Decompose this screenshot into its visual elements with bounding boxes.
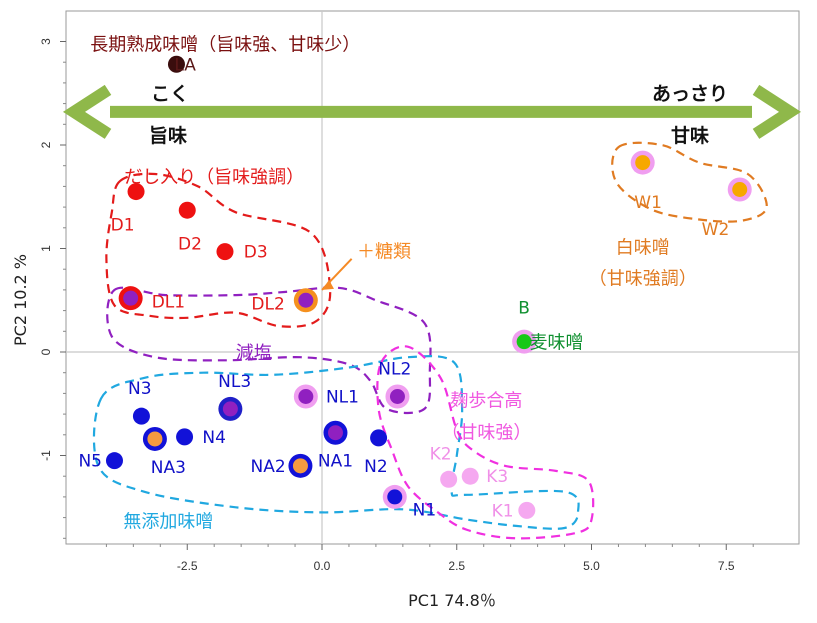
point-n4 — [176, 428, 194, 446]
y-axis-title: PC2 10.2 % — [11, 254, 30, 346]
point-label-d2: D2 — [178, 234, 202, 254]
y-tick-label: -1 — [39, 450, 53, 461]
arrow-label-amami: 甘味 — [671, 125, 709, 147]
y-tick-label: 2 — [39, 141, 53, 148]
arrow-right-head — [752, 84, 802, 139]
point-label-na2: NA2 — [251, 457, 286, 477]
point-w1 — [635, 155, 651, 171]
point-dl1 — [123, 290, 139, 306]
point-label-dl2: DL2 — [251, 294, 284, 314]
x-tick-label: -2.5 — [177, 559, 198, 573]
annotation-1: だし入り（旨味強調） — [124, 167, 304, 188]
point-label-d1: D1 — [111, 216, 135, 236]
point-label-k1: K1 — [492, 501, 514, 521]
point-na1 — [327, 425, 343, 441]
x-tick-label: 2.5 — [448, 559, 465, 573]
annotation-7: 麹歩合高 — [450, 391, 522, 412]
group-outline-genen — [106, 286, 432, 415]
point-n5 — [105, 452, 123, 470]
annotation-4: 白味噌 — [616, 237, 670, 258]
x-tick-label: 0.0 — [314, 559, 331, 573]
point-label-nl1: NL1 — [326, 388, 359, 408]
group-outline-shiro — [611, 141, 768, 223]
sugar-pointer-head — [322, 279, 334, 290]
point-label-dl1: DL1 — [152, 292, 185, 312]
point-label-k3: K3 — [486, 467, 508, 487]
y-tick-label: 0 — [39, 348, 53, 355]
annotation-2: ＋糖類 — [357, 242, 411, 263]
point-label-k2: K2 — [430, 444, 452, 464]
point-n2 — [370, 429, 388, 447]
annotation-5: （甘味強調） — [589, 268, 697, 289]
point-n3 — [132, 407, 150, 425]
plot-area-frame — [65, 10, 800, 545]
point-label-na3: NA3 — [151, 458, 186, 478]
point-b — [516, 334, 532, 350]
arrow-left-head — [62, 84, 112, 139]
point-k1 — [518, 501, 536, 519]
point-label-n2: N2 — [364, 457, 388, 477]
annotation-3: 減塩 — [236, 343, 272, 364]
point-na3 — [147, 431, 163, 447]
annotation-6: 麦味噌 — [529, 333, 583, 354]
annotation-0: 長期熟成味噌（旨味強、甘味少） — [90, 35, 360, 56]
group-outline-mutenka — [92, 355, 580, 530]
point-label-la: LA — [174, 55, 196, 75]
point-k2 — [440, 470, 458, 488]
x-tick-label: 7.5 — [718, 559, 735, 573]
point-label-n4: N4 — [202, 428, 226, 448]
arrow-label-assari: あっさり — [652, 83, 728, 105]
arrow-label-umami: 旨味 — [149, 125, 187, 147]
point-label-d3: D3 — [244, 243, 268, 263]
point-dl2 — [298, 292, 314, 308]
annotation-8: （甘味強） — [441, 423, 531, 444]
point-w2 — [732, 182, 748, 198]
point-n1 — [387, 489, 403, 505]
point-nl2 — [389, 389, 405, 405]
point-la — [167, 55, 185, 73]
x-tick-label: 5.0 — [583, 559, 600, 573]
point-d2 — [178, 201, 196, 219]
point-label-na1: NA1 — [318, 452, 353, 472]
point-label-n1: N1 — [413, 500, 437, 520]
point-label-nl2: NL2 — [378, 360, 411, 380]
group-outline-dashi — [105, 172, 332, 328]
point-label-w2: W2 — [702, 220, 730, 240]
point-label-b: B — [518, 298, 530, 318]
point-d3 — [216, 243, 234, 261]
point-label-n3: N3 — [128, 379, 152, 399]
point-d1 — [127, 183, 145, 201]
y-tick-label: 3 — [39, 38, 53, 45]
x-axis-title: PC1 74.8％ — [408, 591, 496, 610]
point-k3 — [461, 467, 479, 485]
arrow-label-koku: こく — [151, 83, 189, 105]
point-label-nl3: NL3 — [218, 372, 251, 392]
group-outline-koji — [376, 345, 595, 540]
point-na2 — [292, 458, 308, 474]
point-nl3 — [222, 401, 238, 417]
y-tick-label: 1 — [39, 245, 53, 252]
point-label-n5: N5 — [78, 452, 102, 472]
point-label-w1: W1 — [634, 193, 662, 213]
annotation-9: 無添加味噌 — [123, 512, 213, 533]
point-nl1 — [298, 389, 314, 405]
